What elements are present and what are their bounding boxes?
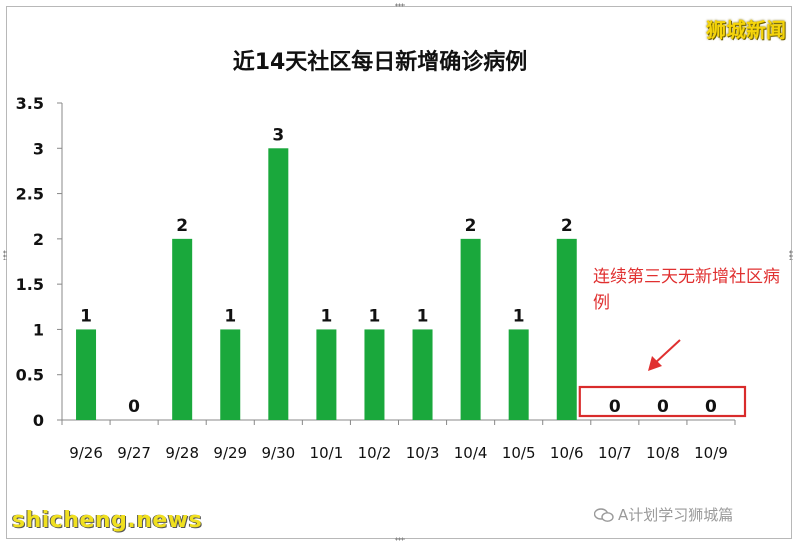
x-tick-label: 9/27 <box>117 444 151 462</box>
bar <box>556 238 577 420</box>
bar <box>268 148 289 421</box>
bar <box>172 238 193 420</box>
y-tick-label: 1 <box>33 320 44 339</box>
x-tick-label: 10/8 <box>646 444 680 462</box>
annotation-arrow-line <box>653 339 681 365</box>
y-tick-label: 1.5 <box>16 275 44 294</box>
data-label: 3 <box>272 125 284 145</box>
x-tick-label: 9/29 <box>213 444 247 462</box>
x-tick-label: 10/4 <box>454 444 488 462</box>
data-label: 0 <box>609 397 621 417</box>
y-tick-label: 3.5 <box>16 94 44 113</box>
x-tick-label: 10/2 <box>358 444 392 462</box>
data-label: 1 <box>320 306 332 326</box>
data-label: 2 <box>561 216 573 236</box>
annotation-arrow-head <box>648 356 662 371</box>
resize-handle-top[interactable] <box>395 3 405 7</box>
y-tick-label: 0.5 <box>16 366 44 385</box>
bar <box>316 329 337 420</box>
data-label: 2 <box>176 216 188 236</box>
wechat-account-name: A计划学习狮城篇 <box>618 506 734 524</box>
x-tick-label: 10/5 <box>502 444 536 462</box>
wechat-attribution: A计划学习狮城篇 <box>594 504 733 525</box>
bar <box>76 329 97 420</box>
data-label: 1 <box>224 306 236 326</box>
data-label: 0 <box>705 397 717 417</box>
resize-handle-left[interactable] <box>3 250 7 260</box>
wechat-icon <box>594 508 614 522</box>
bar <box>364 329 385 420</box>
y-tick-label: 2.5 <box>16 185 44 204</box>
source-watermark: shicheng.news <box>12 508 203 533</box>
data-label: 1 <box>369 306 381 326</box>
y-tick-label: 0 <box>33 411 44 430</box>
data-label: 0 <box>657 397 669 417</box>
brand-logo: 狮城新闻 <box>706 18 786 42</box>
bar <box>412 329 433 420</box>
highlight-box <box>578 385 747 418</box>
x-tick-label: 9/28 <box>165 444 199 462</box>
bar <box>220 329 241 420</box>
x-tick-label: 10/7 <box>598 444 632 462</box>
resize-handle-bottom[interactable] <box>395 537 405 541</box>
y-tick-label: 2 <box>33 230 44 249</box>
y-tick-label: 3 <box>33 139 44 158</box>
data-label: 0 <box>128 397 140 417</box>
chart-frame <box>6 6 792 539</box>
x-tick-label: 10/1 <box>310 444 344 462</box>
x-tick-label: 10/3 <box>406 444 440 462</box>
annotation-text: 连续第三天无新增社区病例 <box>593 267 780 313</box>
data-label: 2 <box>465 216 477 236</box>
data-label: 1 <box>417 306 429 326</box>
resize-handle-right[interactable] <box>789 250 793 260</box>
data-label: 1 <box>80 306 92 326</box>
data-label: 1 <box>513 306 525 326</box>
x-tick-label: 9/30 <box>261 444 295 462</box>
bar <box>508 329 529 420</box>
x-tick-label: 9/26 <box>69 444 103 462</box>
bar <box>460 238 481 420</box>
x-tick-label: 10/9 <box>694 444 728 462</box>
x-tick-label: 10/6 <box>550 444 584 462</box>
chart-title: 近14天社区每日新增确诊病例 <box>232 50 528 75</box>
